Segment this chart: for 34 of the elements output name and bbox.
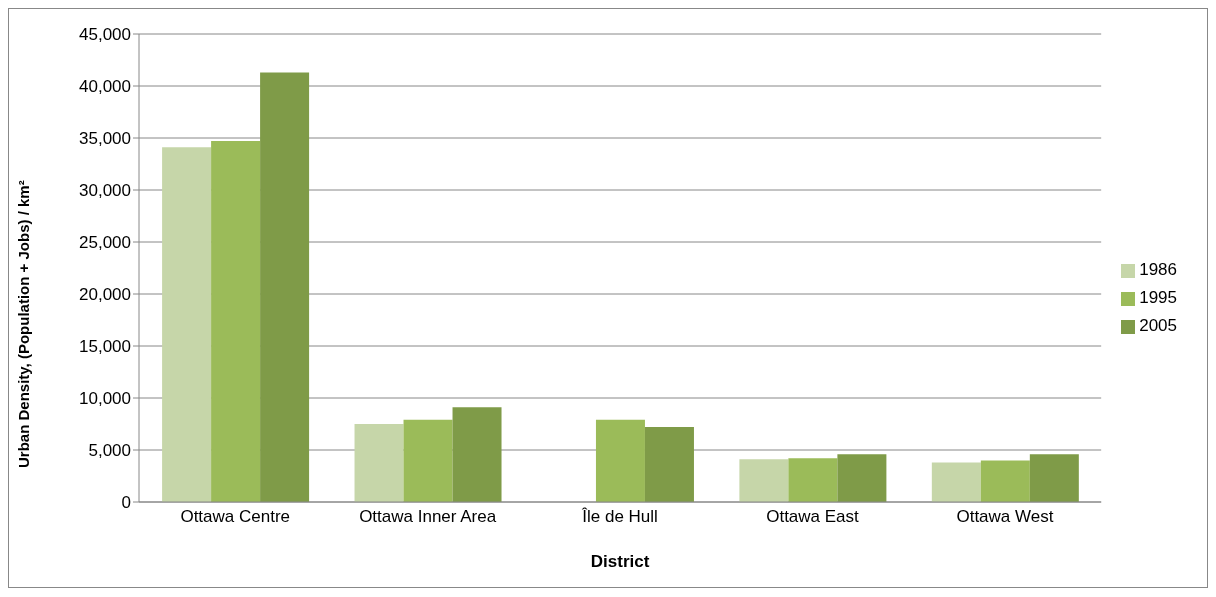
bar <box>162 147 212 502</box>
bar <box>260 72 310 502</box>
y-tick-label: 40,000 <box>79 77 131 97</box>
y-tick-label: 30,000 <box>79 181 131 201</box>
bar <box>739 459 789 502</box>
bar <box>1029 454 1079 502</box>
x-tick-label: Ottawa Inner Area <box>359 507 497 527</box>
bar <box>837 454 887 502</box>
bar <box>354 424 404 502</box>
y-tick-label: 35,000 <box>79 129 131 149</box>
bar <box>788 458 838 502</box>
y-tick-label: 45,000 <box>79 25 131 45</box>
x-tick-label: Ottawa East <box>766 507 860 527</box>
x-tick-label: Ottawa West <box>956 507 1054 527</box>
y-tick-label: 20,000 <box>79 285 131 305</box>
bar <box>644 427 694 502</box>
bar <box>452 407 502 502</box>
y-tick-label: 10,000 <box>79 389 131 409</box>
legend-label: 1995 <box>1139 288 1177 307</box>
y-tick-label: 25,000 <box>79 233 131 253</box>
bar <box>980 460 1030 502</box>
legend-label: 2005 <box>1139 316 1177 335</box>
bar <box>931 462 981 502</box>
x-axis-title: District <box>590 552 650 571</box>
legend-label: 1986 <box>1139 260 1177 279</box>
x-tick-label: Ottawa Centre <box>180 507 291 527</box>
bar <box>595 419 645 502</box>
x-tick-label: Île de Hull <box>581 507 658 527</box>
bar <box>403 419 453 502</box>
bar <box>211 141 261 502</box>
y-tick-label: 5,000 <box>88 441 131 461</box>
y-axis-title: Urban Density, (Population + Jobs) / km² <box>15 180 33 468</box>
y-tick-label: 15,000 <box>79 337 131 357</box>
y-tick-label: 0 <box>121 493 131 513</box>
